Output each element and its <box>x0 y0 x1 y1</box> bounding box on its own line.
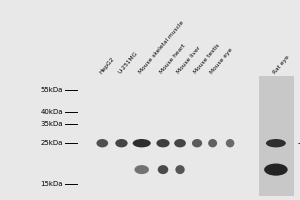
Ellipse shape <box>192 139 202 147</box>
Ellipse shape <box>174 139 186 147</box>
Ellipse shape <box>96 139 108 147</box>
Ellipse shape <box>266 139 286 147</box>
Ellipse shape <box>115 139 128 147</box>
Ellipse shape <box>264 164 288 176</box>
Text: 35kDa: 35kDa <box>40 121 63 127</box>
Text: Mouse skeletal muscle: Mouse skeletal muscle <box>138 20 185 75</box>
Ellipse shape <box>226 139 234 147</box>
Text: 25kDa: 25kDa <box>40 140 63 146</box>
Text: Mouse testis: Mouse testis <box>193 43 221 75</box>
Ellipse shape <box>176 165 185 174</box>
Bar <box>258 76 294 196</box>
Text: 15kDa: 15kDa <box>40 181 63 187</box>
Text: Mouse liver: Mouse liver <box>176 45 202 75</box>
Ellipse shape <box>158 165 168 174</box>
Ellipse shape <box>134 165 149 174</box>
Ellipse shape <box>133 139 151 147</box>
Ellipse shape <box>156 139 170 147</box>
Text: 55kDa: 55kDa <box>40 87 63 93</box>
Text: Rat eye: Rat eye <box>272 54 290 75</box>
Text: U-251MG: U-251MG <box>118 50 139 75</box>
Text: 40kDa: 40kDa <box>40 109 63 115</box>
Text: — MIP: — MIP <box>298 139 300 148</box>
Text: HepG2: HepG2 <box>98 56 116 75</box>
Ellipse shape <box>208 139 217 147</box>
Text: Mouse heart: Mouse heart <box>159 43 187 75</box>
Text: Mouse eye: Mouse eye <box>209 47 233 75</box>
